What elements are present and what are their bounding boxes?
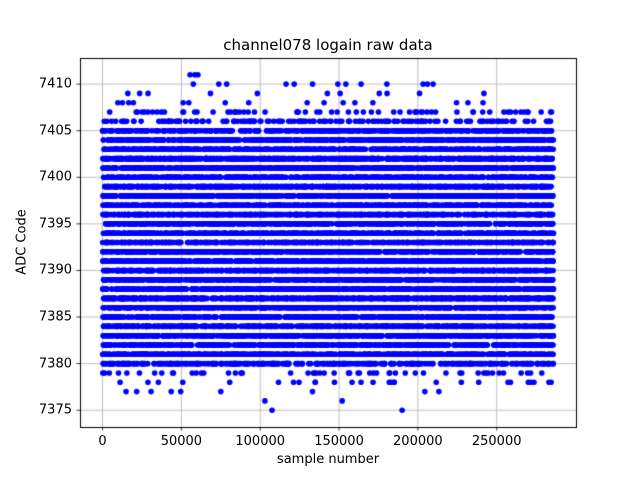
y-tick-label: 7405 (38, 123, 72, 139)
x-tick-label: 150000 (314, 434, 364, 449)
x-tick-label: 100000 (235, 434, 286, 449)
x-tick-label: 0 (98, 434, 107, 449)
x-axis-label: sample number (276, 452, 380, 467)
y-tick-label: 7375 (38, 402, 72, 418)
y-tick-label: 7380 (38, 356, 72, 372)
x-tick-label: 250000 (471, 434, 522, 449)
x-tick-label: 200000 (393, 434, 443, 449)
x-tick-label: 50000 (160, 434, 203, 449)
y-tick-label: 7395 (38, 216, 72, 232)
y-tick-label: 7410 (38, 76, 72, 92)
y-axis-label: ADC Code (14, 209, 30, 275)
y-tick-label: 7390 (38, 262, 72, 278)
y-tick-label: 7385 (38, 309, 72, 325)
y-tick-label: 7400 (38, 169, 72, 185)
chart-title: channel078 logain raw data (223, 36, 433, 54)
